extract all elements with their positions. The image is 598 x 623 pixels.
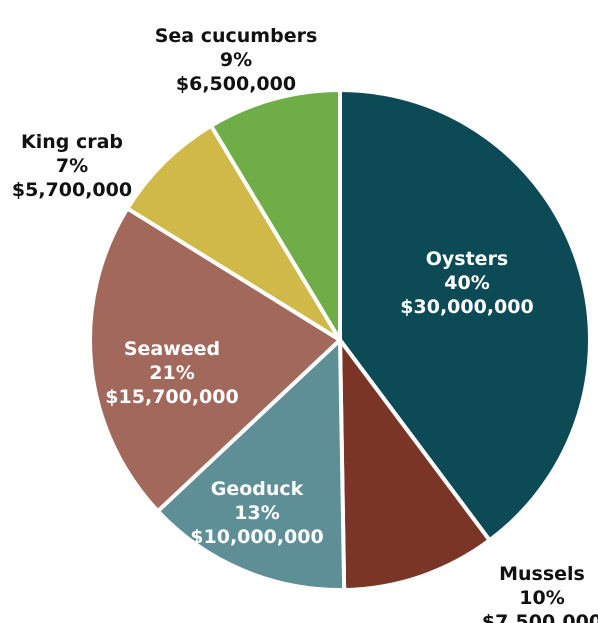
slice-sea-cucumbers: [209, 88, 342, 342]
label-seaweed-percent: 21%: [149, 362, 194, 384]
label-seaweed: Seaweed 21% $15,700,000: [105, 338, 238, 408]
label-king-crab: King crab 7% $5,700,000: [12, 131, 132, 201]
label-sea-cucumbers-value: $6,500,000: [176, 73, 296, 95]
slice-mussels: [338, 338, 492, 592]
label-sea-cucumbers: Sea cucumbers 9% $6,500,000: [155, 25, 318, 95]
label-oysters-value: $30,000,000: [400, 296, 533, 318]
label-geoduck-percent: 13%: [234, 502, 279, 524]
label-seaweed-value: $15,700,000: [105, 386, 238, 408]
slice-geoduck: [155, 338, 347, 592]
label-mussels: Mussels 10% $7,500,000: [482, 563, 598, 623]
label-oysters-category: Oysters: [426, 248, 509, 270]
label-sea-cucumbers-category: Sea cucumbers: [155, 25, 318, 47]
slice-labels: Oysters 40% $30,000,000 Mussels 10% $7,500,00…: [12, 25, 598, 623]
slice-seaweed: [88, 206, 342, 514]
label-king-crab-percent: 7%: [56, 155, 88, 177]
label-mussels-value: $7,500,000: [482, 611, 598, 623]
label-geoduck-value: $10,000,000: [190, 526, 323, 548]
label-geoduck-category: Geoduck: [211, 478, 304, 500]
label-geoduck: Geoduck 13% $10,000,000: [190, 478, 323, 548]
slice-oysters: [338, 88, 592, 543]
label-mussels-percent: 10%: [519, 587, 564, 609]
label-mussels-category: Mussels: [499, 563, 585, 585]
label-oysters-percent: 40%: [444, 272, 489, 294]
label-king-crab-value: $5,700,000: [12, 179, 132, 201]
label-oysters: Oysters 40% $30,000,000: [400, 248, 533, 318]
label-sea-cucumbers-percent: 9%: [220, 49, 252, 71]
slice-king-crab: [125, 123, 342, 342]
label-seaweed-category: Seaweed: [124, 338, 220, 360]
pie-slices: [88, 88, 592, 592]
label-king-crab-category: King crab: [21, 131, 123, 153]
